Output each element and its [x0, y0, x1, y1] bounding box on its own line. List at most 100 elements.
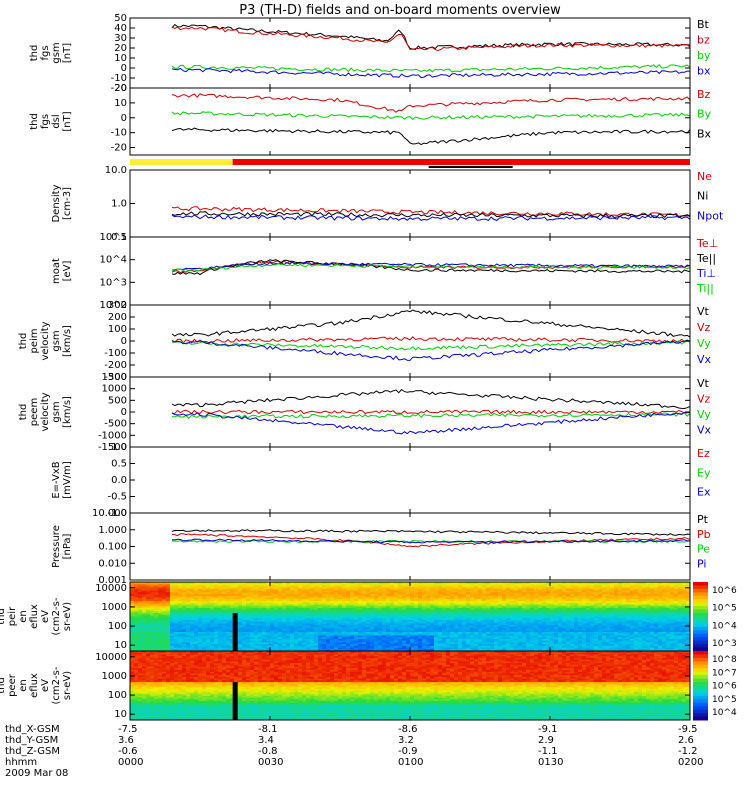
spectrogram-cell [414, 604, 419, 607]
spectrogram-cell [142, 626, 147, 629]
spectrogram-cell [194, 633, 199, 636]
spectrogram-cell [226, 604, 231, 607]
spectrogram-cell [466, 616, 471, 619]
spectrogram-cell [214, 611, 219, 614]
spectrogram-cell [426, 594, 431, 597]
spectrogram-cell [494, 594, 499, 597]
spectrogram-cell [386, 585, 391, 588]
spectrogram-cell [542, 614, 547, 617]
spectrogram-cell [450, 583, 455, 586]
spectrogram-cell [490, 647, 495, 650]
spectrogram-cell [446, 623, 451, 626]
spectrogram-cell [534, 635, 539, 638]
spectrogram-cell [334, 611, 339, 614]
spectrogram-cell [510, 637, 515, 640]
spectrogram-cell [138, 609, 143, 612]
spectrogram-cell [290, 582, 295, 585]
spectrogram-cell [578, 635, 583, 638]
spectrogram-cell [274, 625, 279, 628]
spectrogram-cell [390, 614, 395, 617]
spectrogram-cell [470, 638, 475, 642]
spectrogram-cell [226, 647, 231, 650]
spectrogram-cell [550, 613, 555, 616]
spectrogram-cell [518, 594, 523, 597]
spectrogram-cell [506, 645, 511, 648]
spectrogram-cell [266, 647, 271, 650]
spectrogram-cell [510, 590, 515, 593]
spectrogram-cell [266, 597, 271, 600]
spectrogram-cell [338, 582, 343, 585]
spectrogram-cell [542, 609, 547, 612]
spectrogram-cell [258, 600, 263, 604]
spectrogram-cell [378, 628, 383, 631]
spectrogram-cell [270, 611, 275, 614]
spectrogram-cell [238, 595, 243, 598]
spectrogram-cell [234, 588, 239, 592]
spectrogram-cell [266, 607, 271, 611]
spectrogram-cell [242, 613, 247, 616]
spectrogram-cell [230, 585, 235, 588]
spectrogram-cell [510, 645, 515, 648]
spectrogram-cell [258, 602, 263, 605]
spectrogram-cell [558, 644, 563, 647]
spectrogram-cell [342, 602, 347, 605]
spectrogram-cell [134, 587, 139, 590]
spectrogram-cell [134, 606, 139, 609]
spectrogram-cell [466, 618, 471, 621]
spectrogram-cell [358, 587, 363, 590]
spectrogram-cell [466, 619, 471, 623]
spectrogram-cell [262, 635, 267, 638]
spectrogram-cell [214, 582, 219, 585]
y-tick-label: 10 [114, 98, 127, 109]
spectrogram-cell [478, 637, 483, 640]
spectrogram-cell [290, 606, 295, 609]
spectrogram-cell [302, 602, 307, 605]
spectrogram-cell [418, 602, 423, 605]
spectrogram-cell [258, 588, 263, 592]
spectrogram-cell [374, 633, 379, 636]
spectrogram-cell [502, 599, 507, 602]
spectrogram-cell [506, 592, 511, 595]
spectrogram-cell [238, 606, 243, 609]
spectrogram-cell [382, 616, 387, 619]
spectrogram-cell [398, 604, 403, 607]
spectrogram-cell [254, 582, 259, 585]
spectrogram-cell [422, 606, 427, 609]
legend-label: Vy [697, 408, 711, 421]
spectrogram-cell [366, 595, 371, 598]
spectrogram-cell [290, 649, 295, 652]
spectrogram-cell [306, 607, 311, 611]
spectrogram-cell [362, 618, 367, 621]
spectrogram-cell [574, 614, 579, 617]
spectrogram-cell [218, 618, 223, 621]
spectrogram-cell [202, 602, 207, 605]
spectrogram-cell [146, 600, 151, 604]
spectrogram-cell [586, 625, 591, 628]
spectrogram-cell [162, 604, 167, 607]
spectrogram-cell [542, 644, 547, 647]
spectrogram-cell [382, 638, 387, 642]
spectrogram-cell [406, 582, 411, 585]
spectrogram-cell [194, 619, 199, 623]
spectrogram-cell [406, 597, 411, 600]
spectrogram-cell [366, 632, 371, 635]
spectrogram-cell [370, 638, 375, 642]
spectrogram-cell [542, 640, 547, 643]
spectrogram-cell [414, 645, 419, 648]
spectrogram-cell [302, 649, 307, 652]
spectrogram-cell [530, 618, 535, 621]
spectrogram-cell [154, 602, 159, 605]
spectrogram-cell [202, 613, 207, 616]
spectrogram-cell [554, 642, 559, 645]
spectrogram-cell [518, 587, 523, 590]
spectrogram-cell [366, 637, 371, 640]
spectrogram-cell [214, 613, 219, 616]
spectrogram-cell [438, 595, 443, 598]
spectrogram-cell [154, 632, 159, 635]
spectrogram-cell [570, 644, 575, 647]
spectrogram-cell [570, 607, 575, 611]
spectrogram-cell [282, 600, 287, 604]
spectrogram-cell [422, 599, 427, 602]
spectrogram-cell [162, 649, 167, 652]
y-tick-label: 10 [114, 53, 127, 64]
